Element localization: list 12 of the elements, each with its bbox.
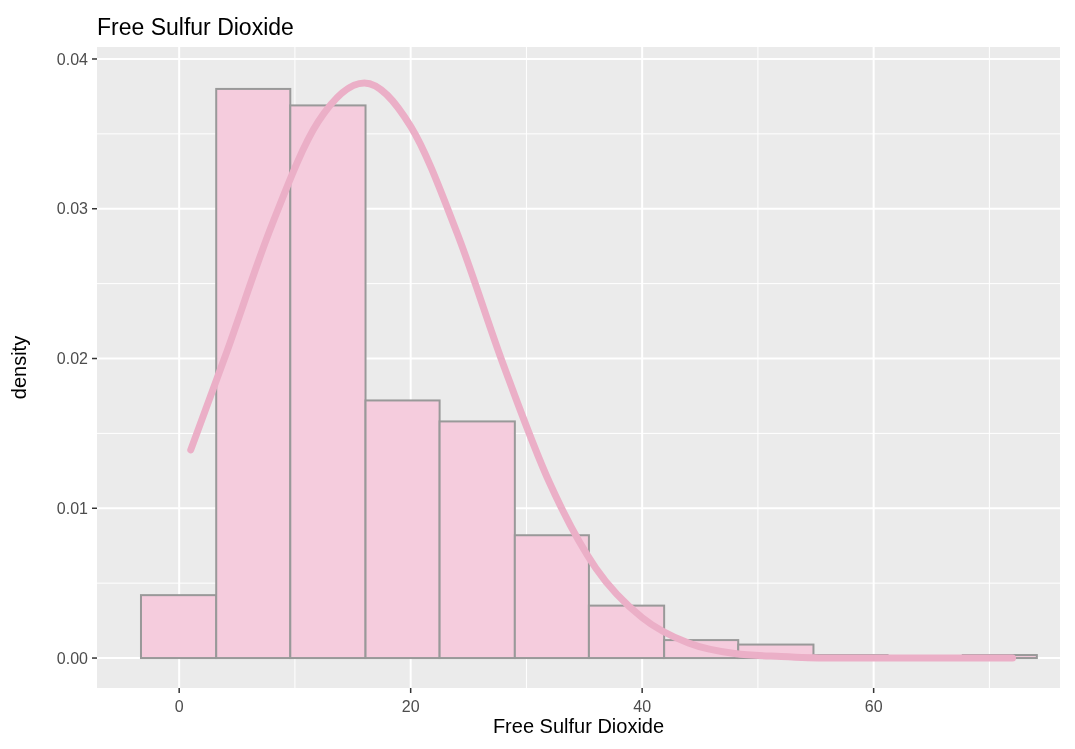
- y-axis-title: density: [8, 335, 30, 400]
- y-tick-label: 0.04: [56, 50, 89, 68]
- y-tick-label: 0.03: [56, 200, 89, 218]
- x-tick-label: 40: [633, 698, 652, 715]
- x-tick-label: 20: [401, 698, 420, 715]
- y-tick-label: 0.01: [56, 499, 89, 517]
- x-axis-title: Free Sulfur Dioxide: [492, 715, 665, 737]
- y-tick-label: 0.02: [56, 350, 89, 368]
- x-tick-label: 0: [174, 698, 184, 715]
- chart-title: Free Sulfur Dioxide: [97, 14, 294, 40]
- y-tick-label: 0.00: [56, 649, 89, 667]
- x-tick-label: 60: [864, 698, 883, 715]
